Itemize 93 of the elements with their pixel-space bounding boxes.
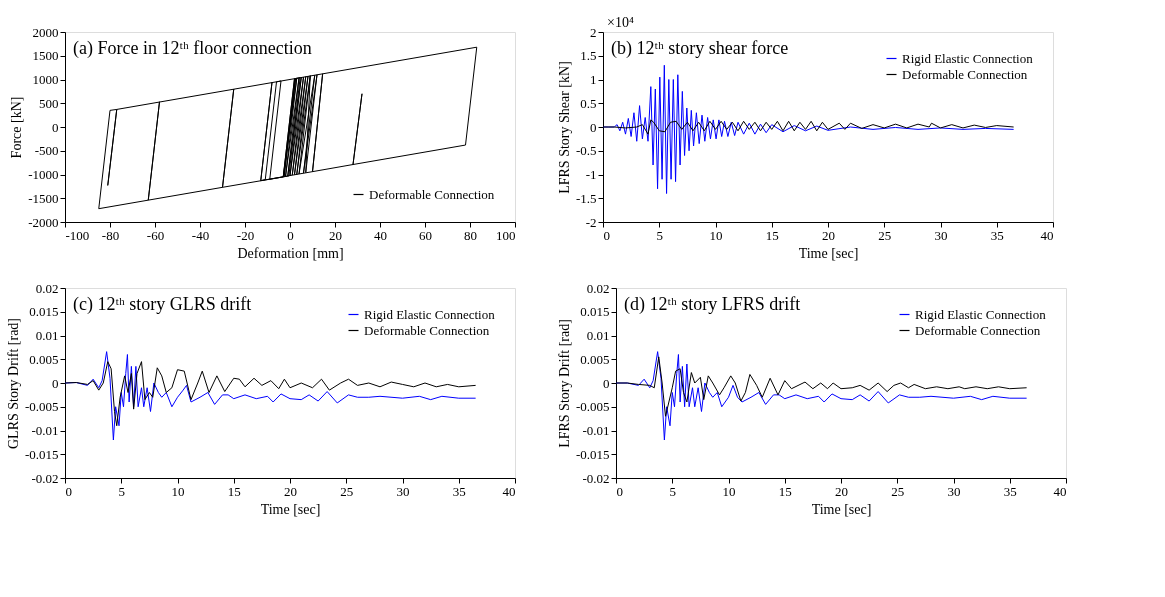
x-tick-label: -40 bbox=[191, 227, 210, 243]
y-tick-label: 0 bbox=[590, 119, 597, 135]
y-tick-label: -0.01 bbox=[31, 423, 59, 438]
legend-label: Rigid Elastic Connection bbox=[902, 50, 1034, 66]
y-tick-label: -500 bbox=[34, 143, 59, 159]
y-tick-label: 1000 bbox=[32, 72, 59, 87]
x-axis-title: Deformation [mm] bbox=[237, 245, 344, 261]
x-tick-label: 10 bbox=[709, 227, 723, 243]
legend-label: Deformable Connection bbox=[902, 66, 1028, 82]
y-tick-label: -1500 bbox=[28, 190, 59, 206]
x-tick-label: 40 bbox=[502, 483, 516, 499]
y-axis-title: Force [kN] bbox=[9, 96, 25, 159]
y-tick-label: -0.01 bbox=[582, 423, 610, 438]
x-tick-label: -80 bbox=[101, 227, 120, 243]
x-tick-label: -20 bbox=[236, 227, 255, 243]
legend-label: Deformable Connection bbox=[364, 322, 490, 338]
x-axis-title: Time [sec] bbox=[811, 501, 872, 517]
y-tick-label: -0.02 bbox=[31, 470, 59, 486]
y-tick-label: 0 bbox=[603, 375, 610, 391]
y-axis-title: LFRS Story Drift [rad] bbox=[556, 319, 572, 448]
x-tick-label: 60 bbox=[419, 227, 432, 243]
x-tick-label: 30 bbox=[947, 483, 961, 499]
y-tick-label: 1 bbox=[590, 72, 597, 87]
x-tick-label: 40 bbox=[1040, 227, 1054, 243]
y-tick-label: -0.015 bbox=[575, 446, 610, 462]
y-tick-label: 0 bbox=[52, 375, 59, 391]
y-tick-label: 0.01 bbox=[586, 328, 610, 343]
chart-title: (a) Force in 12ᵗʰ floor connection bbox=[73, 38, 312, 59]
x-tick-label: 10 bbox=[722, 483, 736, 499]
y-tick-label: -0.015 bbox=[24, 446, 59, 462]
y-tick-label: -0.5 bbox=[575, 143, 597, 159]
x-tick-label: 30 bbox=[934, 227, 948, 243]
x-tick-label: -60 bbox=[146, 227, 165, 243]
y-tick-label: -1 bbox=[585, 167, 597, 182]
x-tick-label: 35 bbox=[990, 227, 1004, 243]
y-tick-label: 0.5 bbox=[580, 95, 597, 111]
x-tick-label: 25 bbox=[340, 483, 354, 499]
y-tick-label: 0.01 bbox=[35, 328, 59, 343]
y-tick-label: -0.02 bbox=[582, 470, 610, 486]
y-tick-label: 0.02 bbox=[586, 280, 610, 296]
y-tick-label: -1000 bbox=[28, 167, 59, 182]
y-tick-label: 1500 bbox=[32, 48, 59, 64]
legend-label: Deformable Connection bbox=[915, 322, 1041, 338]
x-axis-title: Time [sec] bbox=[798, 245, 859, 261]
x-tick-label: 20 bbox=[329, 227, 342, 243]
legend-label: Deformable Connection bbox=[369, 186, 495, 202]
y-tick-label: 500 bbox=[39, 95, 59, 111]
y-axis-title: GLRS Story Drift [rad] bbox=[5, 317, 21, 450]
chart-title: (b) 12ᵗʰ story shear force bbox=[611, 38, 789, 59]
y-tick-label: 0 bbox=[52, 119, 59, 135]
y-tick-label: -0.005 bbox=[24, 399, 59, 415]
x-tick-label: 0 bbox=[65, 483, 72, 499]
x-tick-label: 5 bbox=[656, 227, 663, 243]
x-tick-label: 5 bbox=[669, 483, 676, 499]
y-axis-title: LFRS Story Shear [kN] bbox=[556, 61, 572, 194]
y-tick-label: -1.5 bbox=[575, 190, 597, 206]
y-tick-label: 0.005 bbox=[29, 351, 59, 367]
text: ×10⁴ bbox=[607, 15, 634, 30]
x-tick-label: 25 bbox=[891, 483, 905, 499]
x-tick-label: 15 bbox=[765, 227, 779, 243]
y-tick-label: -0.005 bbox=[575, 399, 610, 415]
x-tick-label: 20 bbox=[835, 483, 848, 499]
x-axis-title: Time [sec] bbox=[260, 501, 321, 517]
x-tick-label: 10 bbox=[171, 483, 185, 499]
y-tick-label: 0.015 bbox=[29, 304, 59, 320]
y-tick-label: 1.5 bbox=[580, 48, 597, 64]
x-tick-label: 25 bbox=[878, 227, 892, 243]
y-tick-label: 0.005 bbox=[580, 351, 610, 367]
y-tick-label: -2 bbox=[585, 214, 597, 230]
x-tick-label: 15 bbox=[227, 483, 241, 499]
x-tick-label: 100 bbox=[496, 227, 516, 243]
x-tick-label: 80 bbox=[464, 227, 477, 243]
x-tick-label: 5 bbox=[118, 483, 125, 499]
x-tick-label: 0 bbox=[616, 483, 623, 499]
x-tick-label: 0 bbox=[287, 227, 294, 243]
y-tick-label: 2000 bbox=[32, 24, 59, 40]
y-tick-label: 0.015 bbox=[580, 304, 610, 320]
y-tick-label: 2 bbox=[590, 24, 597, 40]
x-tick-label: 20 bbox=[284, 483, 297, 499]
x-tick-label: 40 bbox=[374, 227, 387, 243]
x-tick-label: 35 bbox=[1003, 483, 1017, 499]
y-tick-label: -2000 bbox=[28, 214, 59, 230]
x-tick-label: -100 bbox=[65, 227, 90, 243]
chart-title: (d) 12ᵗʰ story LFRS drift bbox=[624, 294, 801, 315]
x-tick-label: 40 bbox=[1053, 483, 1067, 499]
x-tick-label: 35 bbox=[452, 483, 466, 499]
legend-label: Rigid Elastic Connection bbox=[364, 306, 496, 322]
x-tick-label: 20 bbox=[822, 227, 835, 243]
legend-label: Rigid Elastic Connection bbox=[915, 306, 1047, 322]
x-tick-label: 30 bbox=[396, 483, 410, 499]
x-tick-label: 15 bbox=[778, 483, 792, 499]
chart-title: (c) 12ᵗʰ story GLRS drift bbox=[73, 294, 252, 315]
y-tick-label: 0.02 bbox=[35, 280, 59, 296]
